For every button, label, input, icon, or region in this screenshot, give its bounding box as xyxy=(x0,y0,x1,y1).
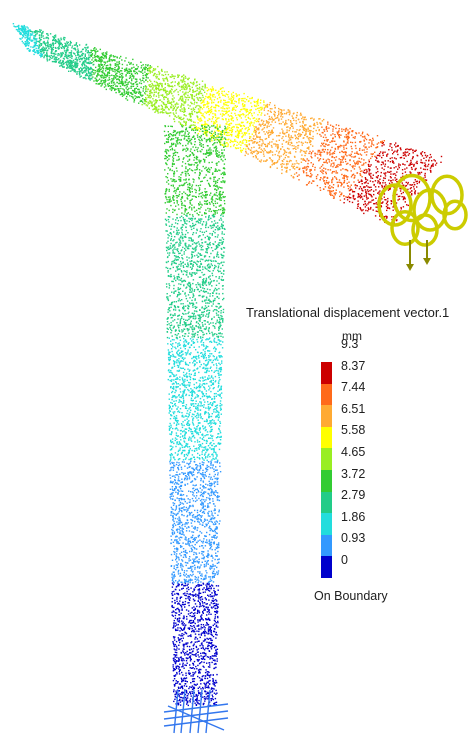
legend-swatch xyxy=(321,492,332,514)
legend-label: 6.51 xyxy=(341,402,365,416)
legend-swatch xyxy=(321,405,332,427)
legend-swatch xyxy=(321,384,332,406)
load-symbol-icon xyxy=(379,176,466,272)
legend-swatch xyxy=(321,427,332,449)
legend-swatch xyxy=(321,448,332,470)
legend-label: 9.3 xyxy=(341,337,358,351)
legend-color-bar xyxy=(321,362,332,578)
legend-label: 0.93 xyxy=(341,531,365,545)
legend-swatch xyxy=(321,470,332,492)
legend-label: 7.44 xyxy=(341,380,365,394)
legend-swatch xyxy=(321,513,332,535)
legend-footer: On Boundary xyxy=(314,589,388,603)
legend-label: 8.37 xyxy=(341,359,365,373)
legend-label: 5.58 xyxy=(341,423,365,437)
legend-label: 3.72 xyxy=(341,467,365,481)
legend-label: 1.86 xyxy=(341,510,365,524)
legend-label: 4.65 xyxy=(341,445,365,459)
clamp-symbol-icon xyxy=(164,690,228,733)
color-legend: Translational displacement vector.1 mm 9… xyxy=(240,305,469,615)
legend-label: 0 xyxy=(341,553,348,567)
legend-swatch xyxy=(321,556,332,578)
legend-title: Translational displacement vector.1 xyxy=(246,305,449,320)
legend-swatch xyxy=(321,362,332,384)
legend-swatch xyxy=(321,535,332,557)
legend-label: 2.79 xyxy=(341,488,365,502)
